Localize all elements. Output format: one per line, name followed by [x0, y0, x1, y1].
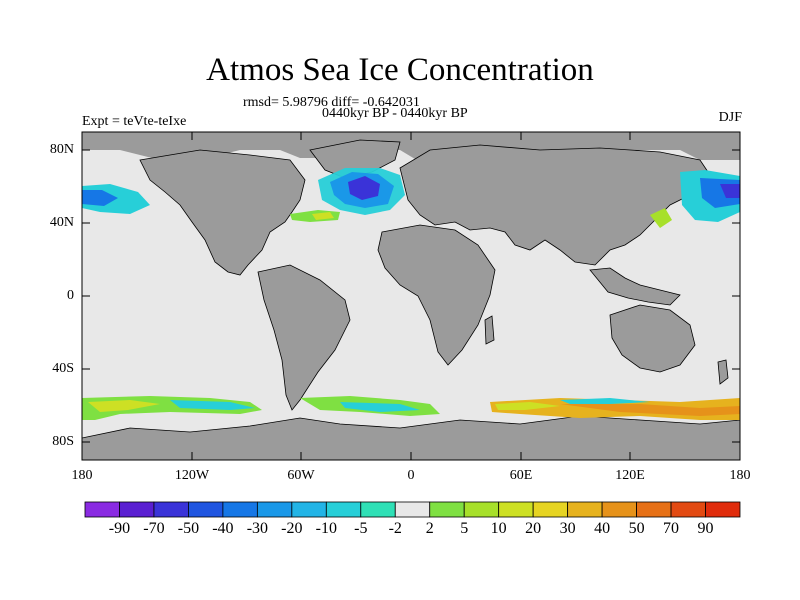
lon-label-180w: 180: [71, 468, 93, 483]
colorbar-label: 30: [559, 520, 576, 537]
north-america: [139, 149, 306, 276]
colorbar-box: [670, 501, 706, 518]
lon-label-60e: 60E: [509, 468, 533, 483]
south-america: [257, 264, 351, 411]
colorbar-label: 5: [460, 520, 469, 537]
lat-label-0: 0: [67, 288, 74, 303]
colorbar-box: [705, 501, 741, 518]
southern-band-west-inner: [88, 400, 160, 412]
colorbar-box: [188, 501, 224, 518]
colorbar-label: -10: [315, 520, 337, 537]
experiment-label: Expt = teVte-teIxe: [82, 114, 187, 129]
colorbar-label: -2: [388, 520, 402, 537]
southern-band-indian-inner: [560, 404, 740, 416]
period-text: 0440kyr BP - 0440kyr BP: [322, 106, 468, 121]
colorbar-label: -20: [281, 520, 303, 537]
colorbar-label: 20: [525, 520, 542, 537]
colorbar-label: -5: [354, 520, 368, 537]
colorbar-box: [498, 501, 534, 518]
colorbar-box: [532, 501, 569, 518]
africa: [377, 224, 496, 366]
colorbar-box: [636, 501, 672, 518]
colorbar-label: 70: [663, 520, 680, 537]
map-title: Atmos Sea Ice Concentration: [206, 52, 594, 88]
lon-label-0: 0: [407, 468, 415, 483]
colorbar-box: [222, 501, 258, 518]
southern-band-west-blue: [170, 400, 255, 410]
colorbar-box: [84, 501, 120, 518]
antarctica: [82, 415, 740, 460]
colorbar-label: -90: [108, 520, 131, 537]
north-atlantic-anomaly-core: [348, 176, 380, 200]
colorbar-label: -30: [246, 520, 269, 537]
colorbar-box: [153, 501, 189, 518]
colorbar-box: [601, 501, 637, 518]
eurasia: [399, 144, 711, 266]
gulf-anomaly-core: [312, 212, 334, 220]
colorbar-box: [429, 501, 465, 518]
australia: [609, 304, 696, 373]
north-pacific-east-deep: [720, 184, 740, 198]
lon-label-180e: 180: [729, 468, 751, 483]
southern-band-indian-blue: [560, 398, 650, 404]
stats-text: rmsd= 5.98796 diff= -0.642031: [243, 95, 420, 110]
japan-anomaly: [650, 208, 672, 228]
southern-band-atlantic-blue: [340, 402, 420, 412]
colorbar-box: [394, 501, 431, 518]
lon-label-60w: 60W: [287, 468, 315, 483]
colorbar-box: [325, 501, 362, 518]
colorbar-label: 90: [697, 520, 714, 537]
lat-label-40s: 40S: [52, 361, 74, 376]
southern-band-indian-yellow: [495, 402, 560, 410]
north-pacific-west-core: [82, 190, 118, 206]
new-zealand: [717, 359, 729, 385]
colorbar-label: -50: [177, 520, 200, 537]
maritime-continent: [589, 267, 681, 306]
colorbar-label: 40: [594, 520, 611, 537]
season-label: DJF: [718, 110, 742, 125]
lat-label-80s: 80S: [52, 434, 74, 449]
colorbar-label: -40: [212, 520, 234, 537]
madagascar: [484, 315, 495, 345]
colorbar-box: [256, 501, 293, 518]
colorbar-label: -70: [143, 520, 165, 537]
lat-tick-marks: [82, 149, 740, 443]
colorbar-label: 2: [425, 520, 434, 537]
colorbar-box: [567, 501, 603, 518]
lat-label-40n: 40N: [49, 215, 74, 230]
colorbar-label: 50: [628, 520, 645, 537]
colorbar-box: [360, 501, 396, 518]
lon-label-120w: 120W: [174, 468, 210, 483]
lon-label-120e: 120E: [615, 468, 645, 483]
lat-label-80n: 80N: [49, 142, 74, 157]
colorbar-label: 10: [490, 520, 507, 537]
colorbar-box: [119, 501, 155, 518]
colorbar-box: [291, 501, 327, 518]
colorbar-box: [463, 501, 500, 518]
lon-tick-marks: [81, 132, 631, 460]
